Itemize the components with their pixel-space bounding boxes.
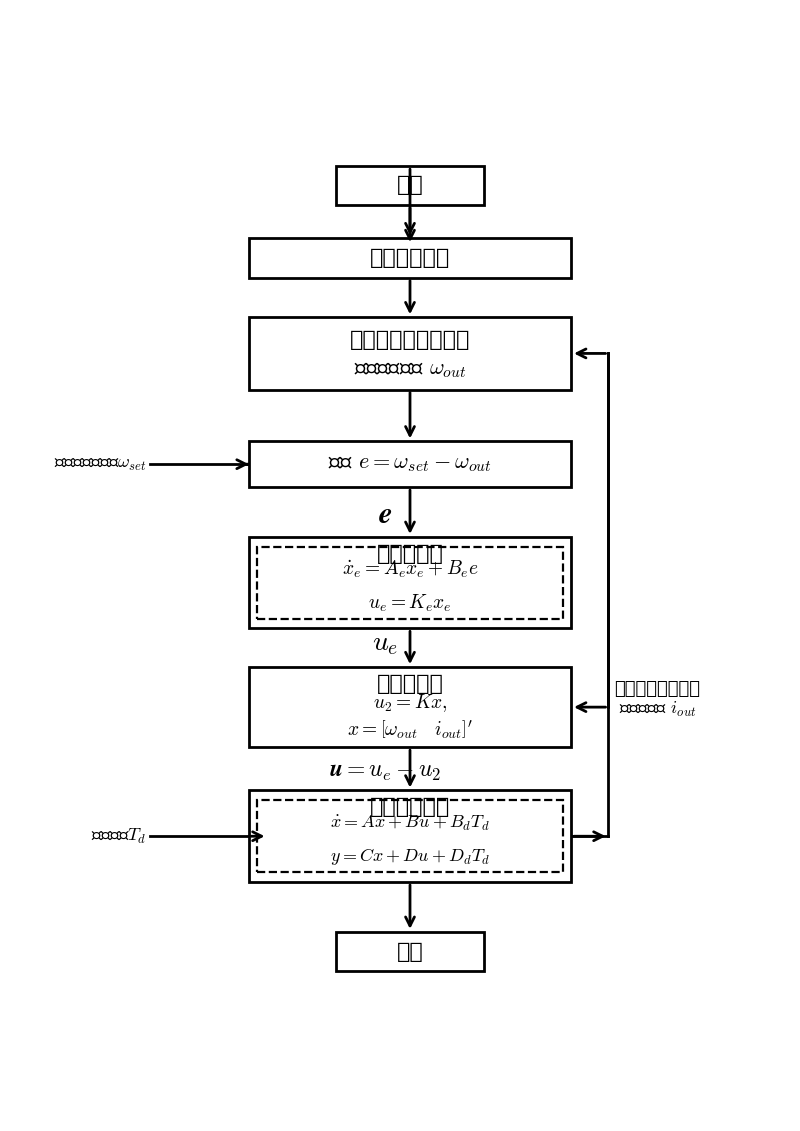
Text: $u_e = K_e x_e$: $u_e = K_e x_e$ (368, 593, 452, 614)
Text: $\dot{x}_e = A_e x_e + B_e e$: $\dot{x}_e = A_e x_e + B_e e$ (342, 559, 478, 580)
Bar (249, 317, 571, 390)
Bar (336, 165, 485, 205)
Bar (249, 791, 571, 882)
Text: 伺服补偿器: 伺服补偿器 (377, 544, 443, 563)
Bar (257, 801, 563, 872)
Text: $y = Cx + Du + D_d T_d$: $y = Cx + Du + D_d T_d$ (330, 846, 490, 867)
Text: $u_2 = Kx,$: $u_2 = Kx,$ (373, 692, 447, 715)
Text: 已知速率设定值$\omega_{set}$: 已知速率设定值$\omega_{set}$ (54, 455, 146, 473)
Text: 系统上电工作: 系统上电工作 (370, 248, 450, 268)
Text: $\boldsymbol{u_e}$: $\boldsymbol{u_e}$ (372, 629, 398, 657)
Text: 开始: 开始 (397, 175, 423, 196)
Text: $\dot{x} = Ax + Bu + B_d T_d$: $\dot{x} = Ax + Bu + B_d T_d$ (330, 813, 490, 832)
Text: 偏心力矩$T_d$: 偏心力矩$T_d$ (91, 827, 146, 846)
Text: $\boldsymbol{e}$: $\boldsymbol{e}$ (378, 500, 392, 529)
Bar (249, 667, 571, 748)
Text: 镇定补偿器: 镇定补偿器 (377, 674, 443, 693)
Text: 结束: 结束 (397, 942, 423, 961)
Text: 时角速率信息 $\omega_{out}$: 时角速率信息 $\omega_{out}$ (354, 361, 466, 380)
Text: 作差 $e=\omega_{set}-\omega_{out}$: 作差 $e=\omega_{set}-\omega_{out}$ (328, 455, 492, 474)
Bar (336, 932, 485, 972)
Text: 电流传感器测出电
机电流信息 $i_{out}$: 电流传感器测出电 机电流信息 $i_{out}$ (614, 680, 701, 719)
Bar (249, 239, 571, 278)
Text: 速率开环系统: 速率开环系统 (370, 797, 450, 818)
Text: $x=\left[\omega_{out} \quad i_{out}\right]^{\prime}$: $x=\left[\omega_{out} \quad i_{out}\righ… (347, 718, 473, 742)
Bar (249, 537, 571, 629)
Text: 速率陀螺测出平台实: 速率陀螺测出平台实 (350, 330, 470, 349)
Bar (249, 441, 571, 487)
Bar (257, 546, 563, 619)
Text: $\boldsymbol{u=u_e-u_2}$: $\boldsymbol{u=u_e-u_2}$ (329, 759, 442, 784)
